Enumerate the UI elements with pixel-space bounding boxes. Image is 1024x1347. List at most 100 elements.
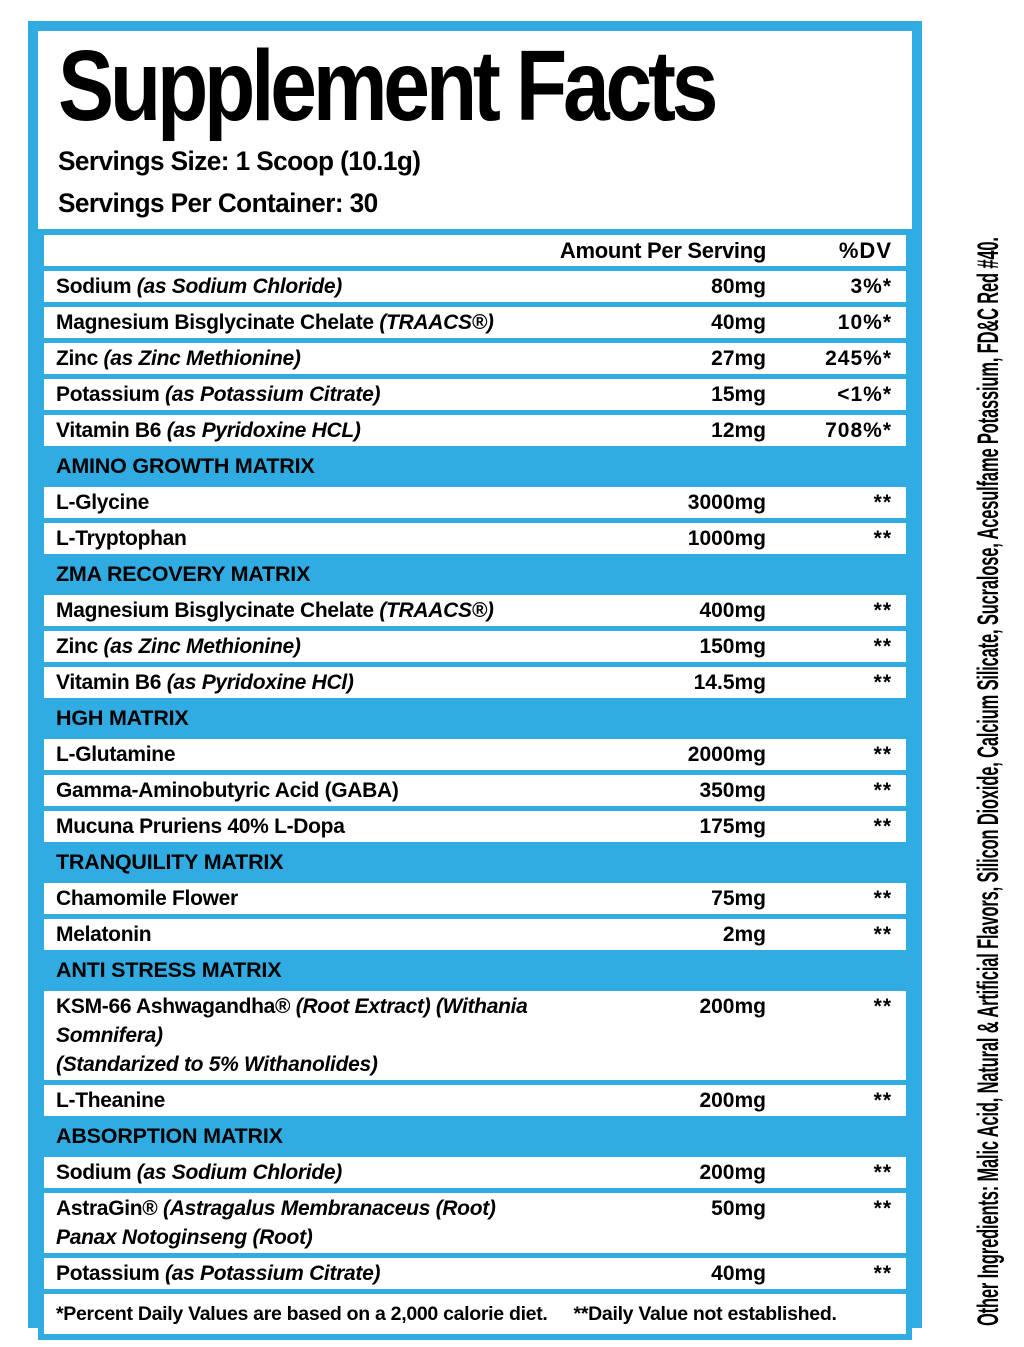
ingredient-cell: Vitamin B6 (as Pyridoxine HCl) [56,668,626,697]
nutrient-row-zinc: Zinc (as Zinc Methionine) 27mg 245%* [44,343,906,374]
ingredient-name: Magnesium Bisglycinate Chelate [56,311,374,334]
nutrient-row-vitamin-b6: Vitamin B6 (as Pyridoxine HCl) 14.5mg ** [44,667,906,698]
daily-value-footnote: *Percent Daily Values are based on a 2,0… [56,1302,548,1325]
ingredient-name: Potassium [56,383,160,406]
serving-size: Servings Size: 1 Scoop (10.1g) [58,146,421,176]
amount-value: 175mg [699,815,766,838]
ingredient-name: Sodium [56,1161,132,1184]
section-header-amino-growth-matrix: AMINO GROWTH MATRIX [44,451,906,482]
section-header-absorption-matrix: ABSORPTION MATRIX [44,1121,906,1152]
ingredient-cell: Chamomile Flower [56,884,626,913]
dv-value: ** [873,599,892,622]
ingredient-name: Gamma-Aminobutyric Acid (GABA) [56,779,399,802]
dv-value: ** [873,815,892,838]
table-header-row: Amount Per Serving %DV [44,235,906,266]
nutrient-row-mucuna-pruriens-40-l-dopa: Mucuna Pruriens 40% L-Dopa 175mg ** [44,811,906,842]
amount-value: 200mg [699,1161,766,1184]
ingredient-name: L-Glutamine [56,743,176,766]
ingredient-cell: L-Glycine [56,488,626,517]
section-label: TRANQUILITY MATRIX [56,850,284,874]
ingredient-name: Chamomile Flower [56,887,238,910]
ingredient-cell: L-Tryptophan [56,524,626,553]
amount-value: 14.5mg [693,671,766,694]
ingredient-name: L-Tryptophan [56,527,187,550]
dv-value: ** [873,923,892,946]
nutrient-row-potassium: Potassium (as Potassium Citrate) 40mg ** [44,1258,906,1289]
dv-column-header: %DV [838,238,892,263]
nutrient-row-vitamin-b6: Vitamin B6 (as Pyridoxine HCL) 12mg 708%* [44,415,906,446]
ingredient-detail: (TRAACS®) [379,311,494,334]
ingredient-name: Mucuna Pruriens 40% L-Dopa [56,815,345,838]
dv-value: ** [873,491,892,514]
section-label: AMINO GROWTH MATRIX [56,454,315,478]
ingredient-detail: (as Zinc Methionine) [103,347,301,370]
ingredient-detail-line2: (Standarized to 5% Withanolides) [56,1053,378,1076]
dv-value: ** [873,887,892,910]
amount-value: 200mg [699,995,766,1018]
ingredient-cell: Vitamin B6 (as Pyridoxine HCL) [56,416,626,445]
ingredient-name: Potassium [56,1262,160,1285]
nutrient-row-l-glycine: L-Glycine 3000mg ** [44,487,906,518]
ingredient-name: AstraGin® [56,1197,158,1220]
dv-value: 3%* [850,275,892,298]
ingredient-detail: (as Pyridoxine HCl) [166,671,354,694]
ingredient-cell: L-Glutamine [56,740,626,769]
amount-value: 27mg [711,347,766,370]
dv-value: ** [873,995,892,1018]
ingredient-cell: KSM-66 Ashwagandha® (Root Extract) (With… [56,992,626,1079]
amount-value: 2000mg [687,743,766,766]
ingredient-name: Vitamin B6 [56,671,162,694]
dv-value: ** [873,527,892,550]
dv-value: ** [873,743,892,766]
ingredient-name: Sodium [56,275,132,298]
nutrient-row-l-tryptophan: L-Tryptophan 1000mg ** [44,523,906,554]
dv-value: 10%* [837,311,892,334]
ingredient-cell: Sodium (as Sodium Chloride) [56,1158,626,1187]
ingredient-detail: (as Potassium Citrate) [165,383,381,406]
ingredient-detail: (as Potassium Citrate) [165,1262,381,1285]
section-header-hgh-matrix: HGH MATRIX [44,703,906,734]
section-header-tranquility-matrix: TRANQUILITY MATRIX [44,847,906,878]
servings-per-container: Servings Per Container: 30 [58,188,378,218]
ingredient-name: Vitamin B6 [56,419,162,442]
facts-table: Amount Per Serving %DV Sodium (as Sodium… [38,229,912,1340]
amount-value: 40mg [711,311,766,334]
page-title: Supplement Facts [58,30,718,142]
nutrient-row-melatonin: Melatonin 2mg ** [44,919,906,950]
nutrient-row-l-glutamine: L-Glutamine 2000mg ** [44,739,906,770]
ingredient-detail: (Root Extract) (Withania Somnifera) [56,995,528,1047]
not-established-footnote: **Daily Value not established. [573,1302,837,1325]
ingredient-name: L-Theanine [56,1089,166,1112]
section-label: ABSORPTION MATRIX [56,1124,283,1148]
dv-value: <1%* [837,383,892,406]
section-label: ZMA RECOVERY MATRIX [56,562,311,586]
dv-value: ** [873,671,892,694]
ingredient-cell: Zinc (as Zinc Methionine) [56,344,626,373]
amount-value: 200mg [699,1089,766,1112]
section-label: ANTI STRESS MATRIX [56,958,282,982]
other-ingredients-text: Other Ingredients: Malic Acid, Natural &… [972,237,1005,1326]
amount-value: 12mg [711,419,766,442]
ingredient-cell: Magnesium Bisglycinate Chelate (TRAACS®) [56,596,626,625]
dv-value: ** [873,1161,892,1184]
nutrient-row-sodium: Sodium (as Sodium Chloride) 80mg 3%* [44,271,906,302]
dv-value: ** [873,779,892,802]
dv-value: 708%* [825,419,892,442]
footnote-row: *Percent Daily Values are based on a 2,0… [44,1294,906,1334]
dv-value: ** [873,1197,892,1220]
label-header: Supplement Facts Servings Size: 1 Scoop … [38,31,912,229]
nutrient-row-magnesium-bisglycinate-chelate: Magnesium Bisglycinate Chelate (TRAACS®)… [44,307,906,338]
amount-value: 80mg [711,275,766,298]
dv-value: ** [873,1089,892,1112]
amount-value: 40mg [711,1262,766,1285]
ingredient-detail: (Astragalus Membranaceus (Root) [163,1197,496,1220]
ingredient-name: KSM-66 Ashwagandha® [56,995,291,1018]
ingredient-cell: Gamma-Aminobutyric Acid (GABA) [56,776,626,805]
nutrient-row-zinc: Zinc (as Zinc Methionine) 150mg ** [44,631,906,662]
amount-value: 1000mg [687,527,766,550]
ingredient-name: Magnesium Bisglycinate Chelate [56,599,374,622]
ingredient-detail-line2: Panax Notoginseng (Root) [56,1226,313,1249]
label-frame: Supplement Facts Servings Size: 1 Scoop … [28,21,922,1340]
ingredient-cell: Potassium (as Potassium Citrate) [56,1259,626,1288]
